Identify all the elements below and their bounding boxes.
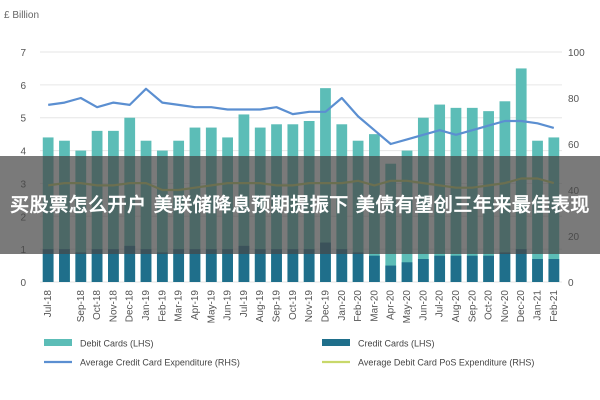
credit-cards-bar xyxy=(173,249,185,282)
credit-cards-bar xyxy=(385,265,397,282)
x-axis-tick-label: Mar-19 xyxy=(174,290,185,322)
x-axis-tick-label: Aug-20 xyxy=(451,290,462,323)
x-axis-tick-label: Oct-19 xyxy=(288,290,299,320)
credit-cards-bar xyxy=(401,262,413,282)
x-axis-tick-label: Jul-18 xyxy=(43,290,54,318)
credit-cards-bar xyxy=(450,255,462,282)
left-axis-tick-label: 7 xyxy=(20,48,26,59)
credit-cards-bar xyxy=(287,249,299,282)
x-axis-tick-label: Apr-19 xyxy=(190,290,201,320)
left-axis-tick-label: 5 xyxy=(20,114,26,125)
right-axis-tick-label: 80 xyxy=(568,94,580,105)
x-axis-tick-label: Dec-20 xyxy=(516,290,527,323)
x-axis-tick-label: Nov-18 xyxy=(108,290,119,323)
x-axis-tick-label: Sep-18 xyxy=(76,290,87,323)
x-axis-tick-label: Aug-19 xyxy=(255,290,266,323)
legend-swatch xyxy=(44,339,72,346)
x-axis-tick-label: Nov-19 xyxy=(304,290,315,323)
credit-cards-bar xyxy=(59,249,70,282)
x-axis-tick-label: Jun-19 xyxy=(223,290,234,321)
x-axis-tick-label: Apr-20 xyxy=(386,290,397,320)
x-axis-tick-label: Feb-19 xyxy=(157,290,168,322)
right-axis-tick-label: 100 xyxy=(568,48,585,59)
left-axis-tick-label: 4 xyxy=(20,147,26,158)
x-axis-tick-label: Mar-20 xyxy=(369,290,380,322)
credit-cards-bar xyxy=(254,249,266,282)
credit-cards-bar xyxy=(320,242,331,282)
credit-cards-bar xyxy=(108,249,119,282)
x-axis-tick-label: Oct-20 xyxy=(484,290,495,320)
credit-cards-bar xyxy=(417,259,429,282)
left-axis-unit-label: £ Billion xyxy=(4,10,39,21)
x-axis-tick-label: Nov-20 xyxy=(500,290,511,323)
credit-cards-bar xyxy=(189,249,201,282)
credit-cards-bar xyxy=(140,249,152,282)
credit-cards-bar xyxy=(352,252,364,282)
x-axis-tick-label: Jan-21 xyxy=(533,290,544,321)
legend: Debit Cards (LHS) Credit Cards (LHS) Avera… xyxy=(44,339,534,368)
credit-cards-bar xyxy=(303,249,315,282)
credit-cards-bar xyxy=(238,245,250,282)
credit-cards-bar xyxy=(483,255,494,282)
credit-cards-bar xyxy=(532,259,543,282)
x-axis-tick-label: May-19 xyxy=(206,290,217,324)
credit-cards-bar xyxy=(548,259,560,282)
x-axis-tick-label: Jul-19 xyxy=(239,290,250,318)
x-axis-tick-label: Jul-20 xyxy=(435,290,446,318)
right-axis-tick-label: 0 xyxy=(568,278,574,289)
credit-cards-bar xyxy=(336,249,348,282)
credit-cards-bar xyxy=(124,245,136,282)
x-axis-tick-label: Jan-19 xyxy=(141,290,152,321)
left-axis-tick-label: 6 xyxy=(20,81,26,92)
x-axis-tick-label: Feb-21 xyxy=(549,290,560,322)
x-axis-tick-label: Dec-18 xyxy=(125,290,136,323)
legend-label: Average Credit Card Expenditure (RHS) xyxy=(80,358,240,368)
credit-cards-bar xyxy=(75,252,87,282)
legend-label: Average Debit Card PoS Expenditure (RHS) xyxy=(358,358,534,368)
credit-cards-bar xyxy=(156,252,168,282)
x-axis-tick-label: Oct-18 xyxy=(92,290,103,320)
legend-label: Debit Cards (LHS) xyxy=(80,339,154,349)
overlay-banner: 买股票怎么开户 美联储降息预期提振下 美债有望创三年来最佳表现 xyxy=(0,156,600,254)
x-axis-tick-label: Jan-20 xyxy=(337,290,348,321)
legend-label: Credit Cards (LHS) xyxy=(358,339,435,349)
credit-cards-bar xyxy=(205,249,217,282)
x-axis-ticks: Jul-18 Sep-18 Oct-18 Nov-18 Dec-18 Jan-19 Feb-… xyxy=(43,290,560,324)
credit-cards-bar xyxy=(369,255,380,282)
credit-cards-bar xyxy=(434,255,446,282)
credit-cards-bar xyxy=(499,252,511,282)
x-axis-tick-label: May-20 xyxy=(402,290,413,324)
credit-cards-bar xyxy=(466,255,478,282)
credit-cards-bar xyxy=(271,249,282,282)
x-axis-tick-label: Sep-20 xyxy=(467,290,478,323)
right-axis-tick-label: 60 xyxy=(568,140,580,151)
x-axis-tick-label: Sep-19 xyxy=(272,290,283,323)
left-axis-tick-label: 0 xyxy=(20,278,26,289)
credit-cards-bar xyxy=(515,249,527,282)
banner-headline: 买股票怎么开户 美联储降息预期提振下 美债有望创三年来最佳表现 xyxy=(10,194,590,216)
avg-credit-card-expenditure-line xyxy=(48,87,555,146)
credit-cards-bar xyxy=(42,249,54,282)
x-axis-tick-label: Dec-19 xyxy=(320,290,331,323)
x-axis-tick-label: Feb-20 xyxy=(353,290,364,322)
x-axis-tick-label: Jun-20 xyxy=(418,290,429,321)
legend-swatch xyxy=(322,339,350,346)
credit-cards-bar xyxy=(91,249,103,282)
credit-cards-bar xyxy=(222,249,233,282)
